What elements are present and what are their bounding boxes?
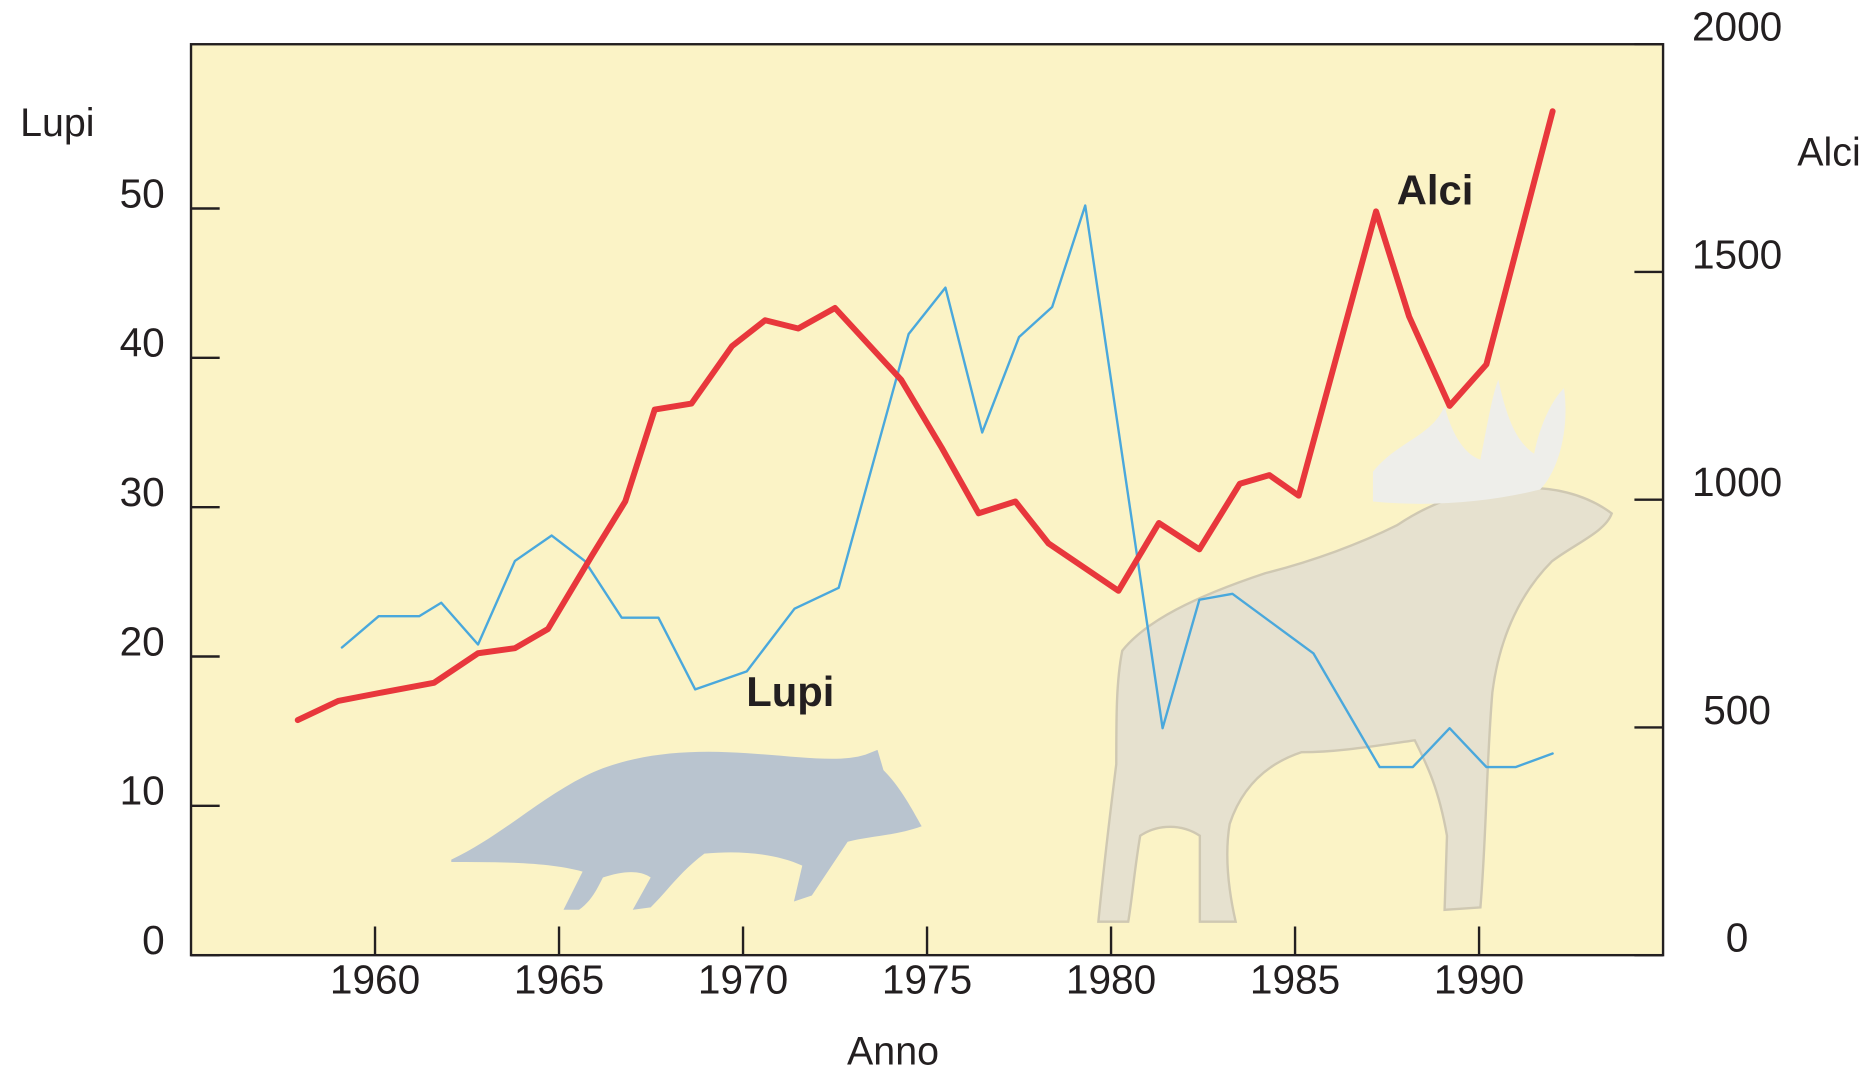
y2-tick-label: 1000 [1692, 459, 1782, 505]
y-axis-title: Lupi [20, 101, 94, 145]
y-tick-label: 30 [120, 469, 165, 515]
x-tick-label: 1975 [882, 956, 972, 1002]
x-tick-label: 1990 [1434, 956, 1524, 1002]
y2-tick-label: 1500 [1692, 231, 1782, 277]
series-label: Lupi [746, 668, 834, 715]
y-tick-label: 10 [120, 768, 165, 814]
y2-tick-label: 0 [1726, 915, 1749, 961]
x-tick-label: 1970 [698, 956, 788, 1002]
x-tick-label: 1965 [514, 956, 604, 1002]
y2-axis-title: Alci [1797, 131, 1860, 175]
x-axis-title: Anno [847, 1030, 939, 1074]
y2-tick-label: 500 [1703, 687, 1771, 733]
y-tick-label: 50 [120, 170, 165, 216]
chart: Lupi Alci Anno 0102030405005001000150020… [0, 0, 1872, 1077]
y-tick-label: 20 [120, 618, 165, 664]
y-tick-label: 40 [120, 320, 165, 366]
y-tick-label: 0 [142, 917, 165, 963]
x-tick-label: 1980 [1066, 956, 1156, 1002]
x-tick-label: 1985 [1250, 956, 1340, 1002]
page: {"chart_data": { "type": "line", "x_labe… [0, 0, 1872, 1077]
x-tick-label: 1960 [330, 956, 420, 1002]
y2-tick-label: 2000 [1692, 4, 1782, 50]
series-label: Alci [1397, 167, 1474, 214]
